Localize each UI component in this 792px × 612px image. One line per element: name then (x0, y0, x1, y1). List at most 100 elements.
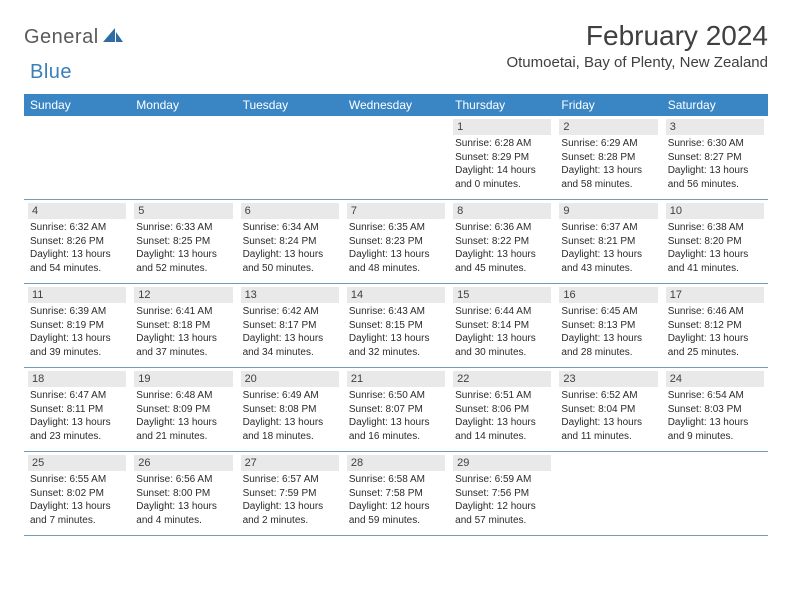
daylight-line: Daylight: 13 hours and 25 minutes. (668, 332, 762, 359)
calendar-cell: 2Sunrise: 6:29 AMSunset: 8:28 PMDaylight… (555, 116, 661, 200)
day-number: 15 (453, 287, 551, 303)
day-info: Sunrise: 6:52 AMSunset: 8:04 PMDaylight:… (559, 389, 657, 443)
day-info: Sunrise: 6:46 AMSunset: 8:12 PMDaylight:… (666, 305, 764, 359)
sunrise-line: Sunrise: 6:41 AM (136, 305, 230, 319)
calendar-cell (662, 452, 768, 536)
calendar-cell: 17 Sunrise: 6:46 AMSunset: 8:12 PMDayligh… (662, 284, 768, 368)
sunset-line: Sunset: 8:09 PM (136, 403, 230, 417)
sunset-line: Sunset: 7:58 PM (349, 487, 443, 501)
day-info: Sunrise: 6:58 AMSunset: 7:58 PMDaylight:… (347, 473, 445, 527)
daylight-line: Daylight: 13 hours and 54 minutes. (30, 248, 124, 275)
sunrise-line: Sunrise: 6:43 AM (349, 305, 443, 319)
calendar-cell: 16Sunrise: 6:45 AMSunset: 8:13 PMDayligh… (555, 284, 661, 368)
calendar-cell: 7 Sunrise: 6:35 AMSunset: 8:23 PMDaylight… (343, 200, 449, 284)
sunset-line: Sunset: 7:56 PM (455, 487, 549, 501)
calendar-cell: 24Sunrise: 6:54 AMSunset: 8:03 PMDayligh… (662, 368, 768, 452)
sunset-line: Sunset: 8:25 PM (136, 235, 230, 249)
sunrise-line: Sunrise: 6:49 AM (243, 389, 337, 403)
daylight-line: Daylight: 13 hours and 14 minutes. (455, 416, 549, 443)
sunset-line: Sunset: 8:23 PM (349, 235, 443, 249)
daylight-line: Daylight: 13 hours and 9 minutes. (668, 416, 762, 443)
day-number: 1 (453, 119, 551, 135)
calendar-cell: 23 Sunrise: 6:52 AMSunset: 8:04 PMDayligh… (555, 368, 661, 452)
sunrise-line: Sunrise: 6:46 AM (668, 305, 762, 319)
day-number: 25 (28, 455, 126, 471)
calendar-cell (555, 452, 661, 536)
weekday-header: Monday (130, 94, 236, 116)
sunrise-line: Sunrise: 6:57 AM (243, 473, 337, 487)
daylight-line: Daylight: 13 hours and 23 minutes. (30, 416, 124, 443)
calendar-cell: 4 Sunrise: 6:32 AMSunset: 8:26 PMDaylight… (24, 200, 130, 284)
daylight-line: Daylight: 12 hours and 57 minutes. (455, 500, 549, 527)
calendar-cell: 6Sunrise: 6:34 AMSunset: 8:24 PMDaylight… (237, 200, 343, 284)
day-number: 14 (347, 287, 445, 303)
calendar-cell: 21Sunrise: 6:50 AMSunset: 8:07 PMDayligh… (343, 368, 449, 452)
day-info: Sunrise: 6:54 AMSunset: 8:03 PMDaylight:… (666, 389, 764, 443)
sunrise-line: Sunrise: 6:44 AM (455, 305, 549, 319)
day-info: Sunrise: 6:50 AMSunset: 8:07 PMDaylight:… (347, 389, 445, 443)
sunset-line: Sunset: 8:04 PM (561, 403, 655, 417)
sunset-line: Sunset: 8:08 PM (243, 403, 337, 417)
day-number: 28 (347, 455, 445, 471)
sunrise-line: Sunrise: 6:48 AM (136, 389, 230, 403)
day-number: 2 (559, 119, 657, 135)
day-number: 4 (28, 203, 126, 219)
sunrise-line: Sunrise: 6:45 AM (561, 305, 655, 319)
day-info: Sunrise: 6:33 AMSunset: 8:25 PMDaylight:… (134, 221, 232, 275)
day-info: Sunrise: 6:55 AMSunset: 8:02 PMDaylight:… (28, 473, 126, 527)
day-info: Sunrise: 6:32 AMSunset: 8:26 PMDaylight:… (28, 221, 126, 275)
weekday-header: Sunday (24, 94, 130, 116)
daylight-line: Daylight: 13 hours and 41 minutes. (668, 248, 762, 275)
sunset-line: Sunset: 8:20 PM (668, 235, 762, 249)
calendar-cell (24, 116, 130, 200)
daylight-line: Daylight: 13 hours and 43 minutes. (561, 248, 655, 275)
sunrise-line: Sunrise: 6:54 AM (668, 389, 762, 403)
calendar-cell: 8Sunrise: 6:36 AMSunset: 8:22 PMDaylight… (449, 200, 555, 284)
sunset-line: Sunset: 8:02 PM (30, 487, 124, 501)
day-number: 17 (666, 287, 764, 303)
daylight-line: Daylight: 13 hours and 18 minutes. (243, 416, 337, 443)
sunset-line: Sunset: 8:15 PM (349, 319, 443, 333)
weekday-header: Tuesday (237, 94, 343, 116)
day-number: 13 (241, 287, 339, 303)
calendar-cell: 18Sunrise: 6:47 AMSunset: 8:11 PMDayligh… (24, 368, 130, 452)
day-info: Sunrise: 6:37 AMSunset: 8:21 PMDaylight:… (559, 221, 657, 275)
daylight-line: Daylight: 13 hours and 16 minutes. (349, 416, 443, 443)
daylight-line: Daylight: 13 hours and 32 minutes. (349, 332, 443, 359)
sunrise-line: Sunrise: 6:32 AM (30, 221, 124, 235)
daylight-line: Daylight: 13 hours and 4 minutes. (136, 500, 230, 527)
sunset-line: Sunset: 8:13 PM (561, 319, 655, 333)
day-info: Sunrise: 6:57 AMSunset: 7:59 PMDaylight:… (241, 473, 339, 527)
sunrise-line: Sunrise: 6:39 AM (30, 305, 124, 319)
sunrise-line: Sunrise: 6:35 AM (349, 221, 443, 235)
sunset-line: Sunset: 8:22 PM (455, 235, 549, 249)
day-number: 7 (347, 203, 445, 219)
logo: General (24, 20, 127, 49)
day-info: Sunrise: 6:35 AMSunset: 8:23 PMDaylight:… (347, 221, 445, 275)
sunrise-line: Sunrise: 6:58 AM (349, 473, 443, 487)
sunrise-line: Sunrise: 6:47 AM (30, 389, 124, 403)
sunset-line: Sunset: 8:06 PM (455, 403, 549, 417)
calendar-cell: 20Sunrise: 6:49 AMSunset: 8:08 PMDayligh… (237, 368, 343, 452)
day-info: Sunrise: 6:48 AMSunset: 8:09 PMDaylight:… (134, 389, 232, 443)
daylight-line: Daylight: 12 hours and 59 minutes. (349, 500, 443, 527)
sunrise-line: Sunrise: 6:28 AM (455, 137, 549, 151)
daylight-line: Daylight: 13 hours and 30 minutes. (455, 332, 549, 359)
sunrise-line: Sunrise: 6:29 AM (561, 137, 655, 151)
daylight-line: Daylight: 13 hours and 39 minutes. (30, 332, 124, 359)
calendar-cell: 1Sunrise: 6:28 AMSunset: 8:29 PMDaylight… (449, 116, 555, 200)
calendar-cell: 28 Sunrise: 6:58 AMSunset: 7:58 PMDayligh… (343, 452, 449, 536)
day-number: 5 (134, 203, 232, 219)
location-subtitle: Otumoetai, Bay of Plenty, New Zealand (506, 54, 768, 71)
day-number: 8 (453, 203, 551, 219)
weekday-header: Saturday (662, 94, 768, 116)
sunrise-line: Sunrise: 6:36 AM (455, 221, 549, 235)
daylight-line: Daylight: 13 hours and 58 minutes. (561, 164, 655, 191)
day-number: 23 (559, 371, 657, 387)
sunrise-line: Sunrise: 6:37 AM (561, 221, 655, 235)
day-info: Sunrise: 6:38 AMSunset: 8:20 PMDaylight:… (666, 221, 764, 275)
day-info: Sunrise: 6:45 AMSunset: 8:13 PMDaylight:… (559, 305, 657, 359)
calendar-cell: 13Sunrise: 6:42 AMSunset: 8:17 PMDayligh… (237, 284, 343, 368)
daylight-line: Daylight: 13 hours and 52 minutes. (136, 248, 230, 275)
calendar-cell: 25 Sunrise: 6:55 AMSunset: 8:02 PMDayligh… (24, 452, 130, 536)
